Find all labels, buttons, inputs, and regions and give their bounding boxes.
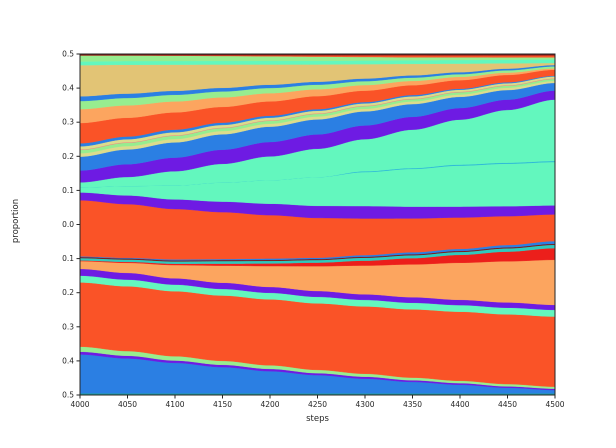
x-tick-label: 4450 xyxy=(498,400,517,409)
x-tick-label: 4000 xyxy=(70,400,89,409)
x-tick-label: 4150 xyxy=(213,400,232,409)
y-tick-label: 0.3 xyxy=(62,322,74,331)
y-tick-label: 0.4 xyxy=(62,356,74,365)
y-tick-label: 0.1 xyxy=(62,186,74,195)
y-tick-label: 0.2 xyxy=(62,152,74,161)
x-tick-label: 4500 xyxy=(545,400,564,409)
y-tick-label: 0.4 xyxy=(62,84,74,93)
y-tick-label: 0.2 xyxy=(62,288,74,297)
x-tick-label: 4100 xyxy=(165,400,184,409)
y-axis-label: proportion xyxy=(11,198,21,244)
x-tick-label: 4300 xyxy=(355,400,374,409)
x-tick-label: 4350 xyxy=(403,400,422,409)
y-tick-label: 0.3 xyxy=(62,118,74,127)
y-tick-label: 0.5 xyxy=(62,50,74,59)
x-tick-label: 4250 xyxy=(308,400,327,409)
x-axis-label: steps xyxy=(306,414,329,424)
y-tick-label: 0.5 xyxy=(62,391,74,400)
x-tick-label: 4400 xyxy=(450,400,469,409)
y-tick-label: 0.0 xyxy=(62,220,74,229)
x-tick-label: 4050 xyxy=(118,400,137,409)
y-tick-label: 0.1 xyxy=(62,254,74,263)
x-tick-label: 4200 xyxy=(260,400,279,409)
